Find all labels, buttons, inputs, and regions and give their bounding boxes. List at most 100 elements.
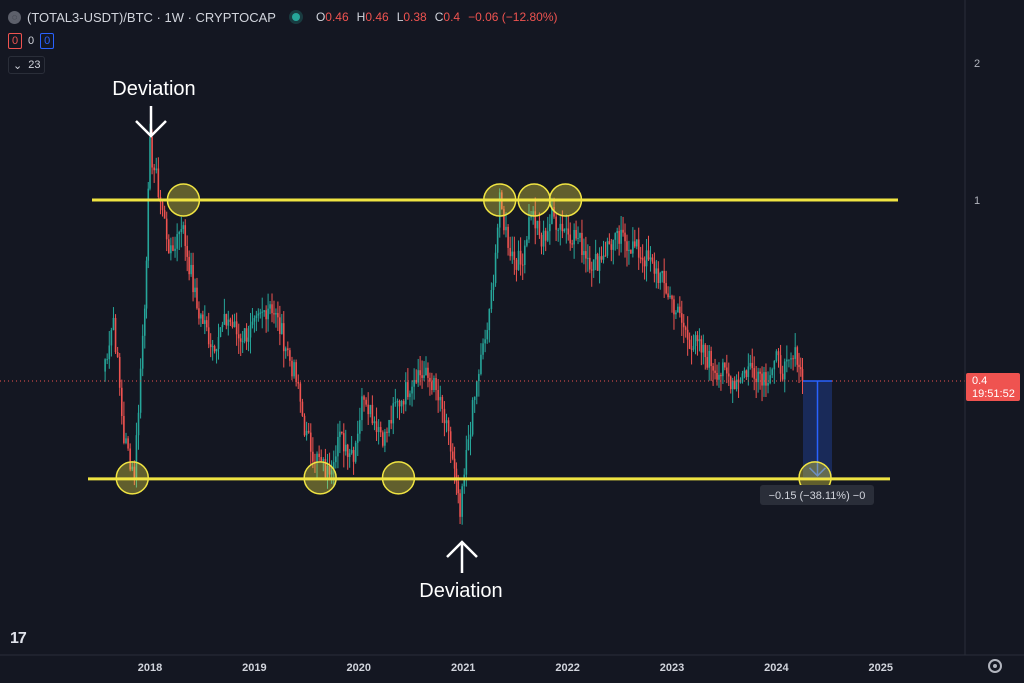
candle [174,236,176,258]
candle-body [281,323,283,334]
candle-body [749,362,752,367]
candle [473,396,476,413]
x-tick-label: 2019 [242,662,266,674]
candle-body [425,367,427,376]
candle [801,358,804,394]
candle [528,204,530,244]
candle [451,443,454,461]
candle [411,380,413,407]
candle-body [225,314,228,326]
symbol-title[interactable]: (TOTAL3-USDT)/BTC · 1W · CRYPTOCAP [27,9,276,25]
candle-body [139,368,142,413]
candle-body [404,382,407,405]
candle [388,419,390,437]
candle [478,369,480,397]
indicator-row[interactable]: 0 0 0 [8,33,55,49]
candle [131,461,134,472]
candle [712,362,714,386]
candle [567,215,570,241]
candle [402,399,405,414]
candle-body [188,256,190,275]
candle [745,369,748,381]
candle [781,365,784,382]
x-tick-label: 2024 [764,662,789,674]
candle [106,353,108,365]
candle-body [534,211,537,229]
candle-body [365,399,367,405]
candle-body [255,315,258,319]
candle-body [309,432,312,452]
candle-body [492,283,495,291]
candle-body [445,420,448,424]
symbol-header[interactable]: ◌ (TOTAL3-USDT)/BTC · 1W · CRYPTOCAP O0.… [8,8,558,26]
candle [602,240,605,264]
candle [632,227,634,258]
candle [259,308,262,319]
candle [526,236,528,248]
candle-body [282,323,285,352]
candle [241,330,244,354]
candle-body [799,367,802,370]
candle [341,431,343,435]
candle-body [275,313,277,315]
candle [771,367,774,379]
indicator-value-a[interactable]: 0 [8,33,22,49]
price-label-value: 0.4 [972,375,987,387]
candle-body [457,481,460,494]
candle-body [521,264,524,266]
candle-body [284,348,287,352]
candle-body [630,249,632,254]
candle [342,423,345,468]
candle [743,367,746,379]
candle-body [247,337,250,342]
candle [108,331,111,369]
candle [163,205,166,219]
candle [751,348,754,378]
candle-body [798,364,800,368]
candle-body [352,450,355,462]
candle [507,224,509,256]
indicator-value-c[interactable]: 0 [40,33,55,49]
candle [757,367,759,393]
candle-body [361,396,363,421]
candle [394,388,397,407]
tradingview-logo[interactable]: 17 [10,630,27,647]
candle-body [318,453,320,457]
candle-body [544,230,547,241]
candle-body [463,474,466,487]
candle [217,323,220,360]
candle [546,216,549,243]
candle [352,446,355,475]
candle [127,436,129,451]
candle-body [411,386,413,394]
candle [720,372,722,391]
candle-body [377,427,380,433]
symbol-logo-icon: ◌ [8,10,21,24]
candle [494,244,497,287]
candle [356,420,359,457]
candle [519,237,522,276]
candle [151,129,153,175]
gear-icon[interactable] [988,659,1002,673]
candle [733,376,736,390]
candle [788,359,790,368]
candle [663,258,665,298]
candle-body [503,209,505,231]
candle-body [763,372,765,386]
collapse-indicators-button[interactable]: ⌄ 23 [8,56,46,74]
candle [413,368,415,400]
candle-body [163,210,166,219]
candle-body [546,231,549,241]
candle [796,345,799,373]
candle-body [523,245,526,265]
candle-body [135,435,138,481]
candle [200,313,202,327]
candle [114,314,117,354]
candle [439,385,442,412]
candle [755,366,757,399]
touch-circle [482,183,517,217]
touch-circle [166,183,201,217]
candle-body [192,264,194,293]
candle-body [429,377,431,382]
